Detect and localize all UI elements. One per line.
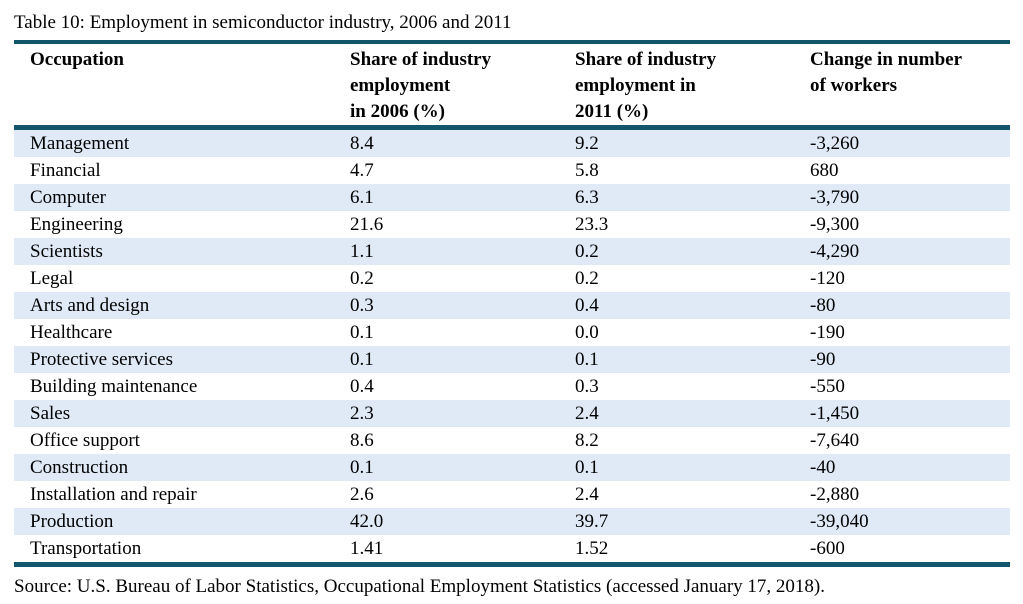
table-row: Financial 4.7 5.8 680 [14,157,1010,184]
value-cell: 8.4 [350,133,374,154]
occupation-cell: Management [30,133,130,154]
value-cell: 1.41 [350,538,384,559]
occupation-cell: Installation and repair [30,484,197,505]
value-cell: -120 [810,268,845,289]
table-row: Production 42.0 39.7 -39,040 [14,508,1010,535]
value-cell: 2.4 [575,484,599,505]
value-cell: -9,300 [810,214,860,235]
value-cell: 0.4 [575,295,599,316]
value-cell: 5.8 [575,160,599,181]
occupation-cell: Arts and design [30,295,150,316]
value-cell: -7,640 [810,430,860,451]
table-body: Management 8.4 9.2 -3,260 Financial 4.7 5.8 680… [14,127,1010,565]
value-cell: 23.3 [575,214,609,235]
value-cell: 21.6 [350,214,384,235]
value-cell: 0.4 [350,376,374,397]
value-cell: -550 [810,376,845,397]
value-cell: 0.3 [575,376,599,397]
source-note: Source: U.S. Bureau of Labor Statistics,… [14,576,826,597]
occupation-cell: Building maintenance [30,376,198,397]
table-row: Legal 0.2 0.2 -120 [14,265,1010,292]
table-row: Office support 8.6 8.2 -7,640 [14,427,1010,454]
table-caption: Table 10: Employment in semiconductor in… [14,12,512,33]
table-row: Construction 0.1 0.1 -40 [14,454,1010,481]
table-row: Scientists 1.1 0.2 -4,290 [14,238,1010,265]
value-cell: 6.3 [575,187,599,208]
value-cell: 0.1 [350,457,374,478]
value-cell: 0.1 [350,322,374,343]
occupation-cell: Healthcare [30,322,113,343]
value-cell: 0.3 [350,295,374,316]
table-row: Management 8.4 9.2 -3,260 [14,127,1010,157]
occupation-cell: Financial [30,160,101,181]
value-cell: 0.2 [575,268,599,289]
value-cell: -40 [810,457,836,478]
occupation-cell: Scientists [30,241,103,262]
column-header-share-2011: Share of industry employment in 2011 (%) [575,42,810,130]
value-cell: -2,880 [810,484,860,505]
table-row: Engineering 21.6 23.3 -9,300 [14,211,1010,238]
value-cell: 8.2 [575,430,599,451]
occupation-cell: Sales [30,403,71,424]
value-cell: 2.6 [350,484,374,505]
value-cell: 4.7 [350,160,374,181]
table-row: Computer 6.1 6.3 -3,790 [14,184,1010,211]
value-cell: 42.0 [350,511,384,532]
value-cell: -4,290 [810,241,860,262]
value-cell: 2.3 [350,403,374,424]
value-cell: 39.7 [575,511,609,532]
value-cell: 0.1 [575,349,599,370]
value-cell: 0.0 [575,322,599,343]
value-cell: -80 [810,295,836,316]
value-cell: -39,040 [810,511,869,532]
value-cell: 9.2 [575,133,599,154]
value-cell: 680 [810,160,839,181]
occupation-cell: Legal [30,268,74,289]
table-header: Occupation Share of industry employment … [14,42,1010,130]
table-row: Protective services 0.1 0.1 -90 [14,346,1010,373]
value-cell: -600 [810,538,845,559]
employment-table: Occupation Share of industry employment … [14,40,1010,567]
table-row: Installation and repair 2.6 2.4 -2,880 [14,481,1010,508]
table-row: Arts and design 0.3 0.4 -80 [14,292,1010,319]
value-cell: 0.2 [575,241,599,262]
value-cell: 2.4 [575,403,599,424]
value-cell: 1.1 [350,241,374,262]
column-header-change-workers: Change in number of workers [810,42,1010,130]
occupation-cell: Transportation [30,538,142,559]
table-row: Building maintenance 0.4 0.3 -550 [14,373,1010,400]
value-cell: 8.6 [350,430,374,451]
value-cell: -90 [810,349,836,370]
column-header-share-2006: Share of industry employment in 2006 (%) [350,42,575,130]
value-cell: 1.52 [575,538,609,559]
value-cell: 0.1 [575,457,599,478]
occupation-cell: Construction [30,457,129,478]
value-cell: -3,260 [810,133,860,154]
table-row: Healthcare 0.1 0.0 -190 [14,319,1010,346]
header-row: Occupation Share of industry employment … [14,42,1010,130]
value-cell: 0.2 [350,268,374,289]
occupation-cell: Production [30,511,114,532]
value-cell: 0.1 [350,349,374,370]
column-header-occupation: Occupation [14,42,350,130]
occupation-cell: Office support [30,430,140,451]
table-row: Sales 2.3 2.4 -1,450 [14,400,1010,427]
occupation-cell: Protective services [30,349,173,370]
table-row: Transportation 1.41 1.52 -600 [14,535,1010,565]
value-cell: -3,790 [810,187,860,208]
value-cell: 6.1 [350,187,374,208]
value-cell: -1,450 [810,403,860,424]
occupation-cell: Engineering [30,214,123,235]
value-cell: -190 [810,322,845,343]
occupation-cell: Computer [30,187,106,208]
